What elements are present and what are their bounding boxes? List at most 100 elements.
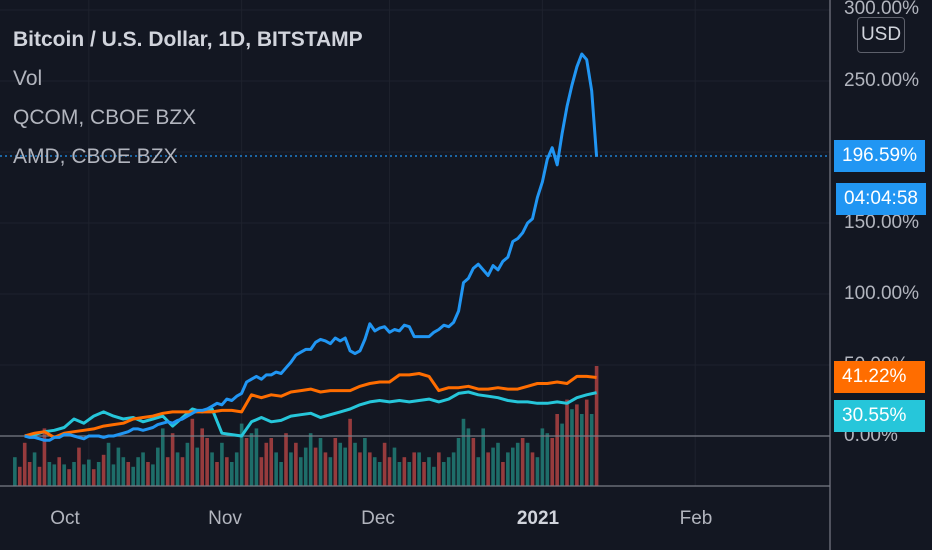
btc-last-value-badge: 196.59% [834, 140, 926, 172]
volume-bar [96, 462, 101, 486]
volume-bar [437, 452, 441, 486]
volume-bar [510, 447, 515, 486]
volume-bar [515, 442, 520, 486]
volume-bars [13, 366, 599, 486]
volume-bar [274, 452, 278, 486]
volume-bar [422, 462, 426, 486]
volume-bar [506, 452, 510, 486]
volume-bar [136, 457, 140, 486]
volume-bar [229, 462, 234, 486]
volume-bar [52, 464, 57, 486]
volume-bar [91, 469, 96, 486]
volume-bar [407, 462, 412, 486]
x-tick-label: Dec [361, 508, 395, 529]
volume-bar [328, 457, 333, 486]
volume-bar [318, 438, 323, 486]
volume-bar [372, 457, 377, 486]
volume-bar [308, 433, 313, 486]
volume-bar [353, 442, 357, 486]
volume-bar [156, 447, 160, 486]
volume-bar [584, 399, 589, 486]
legend-volume[interactable]: Vol [13, 67, 43, 90]
volume-bar [481, 428, 486, 486]
volume-bar [575, 404, 579, 486]
volume-bar [269, 438, 274, 486]
volume-bar [382, 442, 387, 486]
volume-bar [417, 452, 421, 486]
chart-grid [0, 0, 830, 486]
volume-bar [338, 442, 343, 486]
volume-bar [160, 428, 165, 486]
volume-bar [520, 438, 525, 486]
volume-bar [101, 454, 106, 486]
y-tick-label: 300.00% [844, 0, 920, 19]
volume-bar [323, 452, 328, 486]
volume-bar [111, 464, 116, 486]
volume-bar [170, 433, 175, 486]
legend-symbol-btc[interactable]: Bitcoin / U.S. Dollar, 1D, BITSTAMP [13, 28, 363, 51]
volume-bar [491, 447, 495, 486]
volume-bar [185, 442, 190, 486]
volume-bar [303, 447, 308, 486]
currency-button[interactable]: USD [857, 17, 905, 53]
volume-bar [146, 462, 150, 486]
volume-bar [545, 433, 550, 486]
volume-bar [42, 428, 47, 486]
volume-bar [121, 457, 126, 486]
volume-bar [427, 457, 431, 486]
volume-bar [456, 438, 461, 486]
volume-bar [594, 366, 599, 486]
volume-bar [254, 428, 259, 486]
volume-bar [116, 447, 121, 486]
volume-bar [87, 459, 91, 486]
volume-bar [62, 464, 66, 486]
legend-symbol-qcom[interactable]: QCOM, CBOE BZX [13, 106, 197, 129]
volume-bar [239, 423, 244, 486]
volume-bar [471, 438, 476, 486]
volume-bar [451, 452, 456, 486]
volume-bar [215, 462, 219, 486]
volume-bar [412, 452, 416, 486]
volume-bar [195, 447, 200, 486]
y-tick-label: 150.00% [844, 212, 920, 233]
volume-bar [313, 447, 318, 486]
volume-bar [126, 462, 131, 486]
volume-bar [67, 469, 71, 486]
volume-bar [284, 433, 288, 486]
volume-bar [402, 457, 407, 486]
volume-bar [540, 428, 545, 486]
volume-bar [190, 418, 195, 486]
volume-bar [106, 442, 111, 486]
volume-bar [476, 457, 481, 486]
volume-bar [333, 438, 338, 486]
volume-bar [446, 457, 451, 486]
volume-bar [234, 452, 239, 486]
x-tick-label: Feb [679, 508, 713, 529]
volume-bar [560, 423, 564, 486]
volume-bar [225, 457, 229, 486]
volume-bar [294, 442, 298, 486]
volume-bar [570, 409, 574, 486]
volume-bar [530, 452, 535, 486]
volume-bar [461, 418, 466, 486]
y-tick-label: 100.00% [844, 283, 920, 304]
volume-bar [501, 462, 505, 486]
volume-bar [358, 452, 362, 486]
volume-bar [151, 464, 155, 486]
volume-bar [550, 438, 555, 486]
volume-bar [72, 462, 76, 486]
volume-bar [466, 428, 471, 486]
y-tick-label: 250.00% [844, 70, 920, 91]
volume-bar [299, 457, 303, 486]
x-tick-label: Nov [208, 508, 242, 529]
volume-bar [589, 414, 594, 486]
volume-bar [535, 457, 540, 486]
volume-bar [47, 462, 52, 486]
volume-bar [205, 438, 209, 486]
volume-bar [141, 452, 145, 486]
volume-bar [368, 452, 372, 486]
legend-symbol-amd[interactable]: AMD, CBOE BZX [13, 145, 178, 168]
volume-bar [22, 442, 27, 486]
amd-last-value-badge: 41.22% [834, 361, 925, 393]
